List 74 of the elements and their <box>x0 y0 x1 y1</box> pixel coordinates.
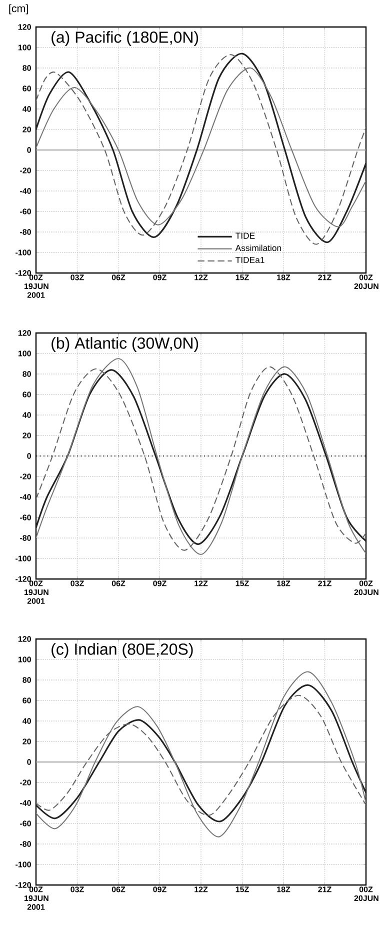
y-tick-label: 20 <box>22 738 31 744</box>
y-tick-label: 0 <box>27 147 31 153</box>
x-tick-label: 15Z <box>236 580 249 586</box>
y-tick-label: -100 <box>16 250 31 256</box>
chart-title: (b) Atlantic (30W,0N) <box>52 337 198 352</box>
y-tick-label: 60 <box>22 86 31 92</box>
y-tick-label: 40 <box>22 718 31 724</box>
y-tick-label: 120 <box>18 636 31 642</box>
y-tick-label: -20 <box>20 474 31 480</box>
y-tick-label: 120 <box>18 330 31 336</box>
y-tick-label: -60 <box>20 514 31 520</box>
x-tick-label: 00Z 20JUN <box>354 886 378 902</box>
x-tick-label: 21Z <box>318 274 332 280</box>
x-tick-label: 09Z <box>153 274 166 280</box>
y-tick-label: -60 <box>20 208 31 214</box>
x-tick-label: 06Z <box>112 886 126 892</box>
x-tick-label: 03Z <box>70 886 84 892</box>
y-tick-label: -80 <box>20 229 31 235</box>
x-tick-label: 21Z <box>318 886 332 892</box>
x-tick-label: 12Z <box>194 274 208 280</box>
y-axis-title: [cm] <box>9 4 28 14</box>
y-tick-label: 120 <box>18 24 31 30</box>
y-tick-label: 80 <box>22 677 31 683</box>
x-tick-label: 00Z 20JUN <box>354 274 378 290</box>
chart-title: (c) Indian (80E,20S) <box>52 643 193 658</box>
x-tick-label: 00Z 19JUN 2001 <box>24 274 48 298</box>
y-tick-label: -100 <box>16 862 31 868</box>
y-tick-label: 100 <box>18 350 31 356</box>
x-tick-label: 09Z <box>153 580 166 586</box>
y-tick-label: -120 <box>16 270 31 276</box>
x-tick-label: 18Z <box>277 274 290 280</box>
y-tick-label: 80 <box>22 65 31 71</box>
y-tick-label: -40 <box>20 494 31 500</box>
y-tick-label: 60 <box>22 392 31 398</box>
y-tick-label: -120 <box>16 882 31 888</box>
y-tick-label: 100 <box>18 44 31 50</box>
y-tick-label: -40 <box>20 188 31 194</box>
x-tick-label: 06Z <box>112 580 126 586</box>
x-tick-label: 00Z 19JUN 2001 <box>24 580 48 604</box>
y-tick-label: 20 <box>22 126 31 132</box>
y-tick-label: 60 <box>22 698 31 704</box>
y-tick-label: -80 <box>20 841 31 847</box>
x-tick-label: 18Z <box>277 580 290 586</box>
legend-label: Assimilation <box>235 244 281 252</box>
x-tick-label: 21Z <box>318 580 332 586</box>
y-tick-label: 80 <box>22 371 31 377</box>
legend-label: TIDEa1 <box>236 256 264 264</box>
y-tick-label: -20 <box>20 168 31 174</box>
legend-label: TIDE <box>236 232 255 239</box>
y-tick-label: -60 <box>20 820 31 826</box>
x-tick-label: 12Z <box>194 886 208 892</box>
y-tick-label: -80 <box>20 535 31 541</box>
y-tick-label: 40 <box>22 106 31 112</box>
x-tick-label: 03Z <box>70 580 84 586</box>
y-tick-label: -40 <box>20 800 31 806</box>
x-tick-label: 00Z 20JUN <box>354 580 378 596</box>
y-tick-label: 0 <box>27 759 31 765</box>
y-tick-label: 100 <box>18 656 31 662</box>
y-tick-label: 20 <box>22 432 31 438</box>
x-tick-label: 12Z <box>194 580 208 586</box>
y-tick-label: 0 <box>27 453 31 459</box>
x-tick-label: 15Z <box>236 274 249 280</box>
chart-title: (a) Pacific (180E,0N) <box>52 31 198 46</box>
y-tick-label: -100 <box>16 556 31 562</box>
y-tick-label: -20 <box>20 780 31 786</box>
x-tick-label: 15Z <box>236 886 249 892</box>
y-tick-label: 40 <box>22 412 31 418</box>
x-tick-label: 06Z <box>112 274 126 280</box>
line-series <box>36 67 366 228</box>
y-tick-label: -120 <box>16 576 31 582</box>
x-tick-label: 09Z <box>153 886 166 892</box>
x-tick-label: 00Z 19JUN 2001 <box>24 886 48 910</box>
x-tick-label: 03Z <box>70 274 84 280</box>
x-tick-label: 18Z <box>277 886 290 892</box>
